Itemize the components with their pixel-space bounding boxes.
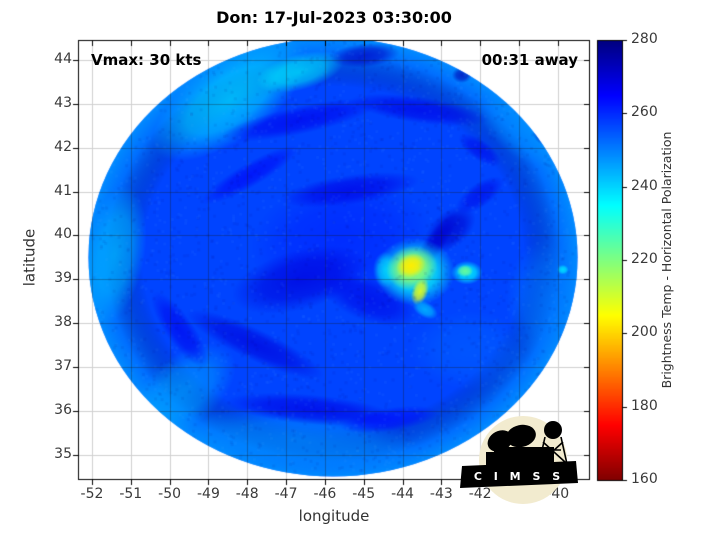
y-tick-label: 39 bbox=[28, 270, 72, 286]
plot-title: Don: 17-Jul-2023 03:30:00 bbox=[78, 8, 590, 27]
eta-annotation: 00:31 away bbox=[398, 51, 578, 69]
colorbar-tick-label: 280 bbox=[631, 31, 671, 47]
y-tick-label: 42 bbox=[28, 139, 72, 155]
tropical-storm-plot-figure: Don: 17-Jul-2023 03:30:00 Vmax: 30 kts 0… bbox=[0, 0, 720, 540]
y-tick-label: 37 bbox=[28, 358, 72, 374]
y-tick-label: 43 bbox=[28, 95, 72, 111]
x-tick-label: -42 bbox=[460, 486, 500, 502]
x-tick-label: -47 bbox=[266, 486, 306, 502]
x-tick-label: -46 bbox=[305, 486, 345, 502]
y-tick-label: 35 bbox=[28, 446, 72, 462]
y-tick-label: 41 bbox=[28, 183, 72, 199]
x-tick-label: -52 bbox=[72, 486, 112, 502]
x-tick-label: -44 bbox=[383, 486, 423, 502]
colorbar-tick-label: 180 bbox=[631, 398, 671, 414]
x-tick-label: -45 bbox=[344, 486, 384, 502]
colorbar-tick-label: 260 bbox=[631, 104, 671, 120]
x-tick-label: -40 bbox=[538, 486, 578, 502]
y-axis-label: latitude bbox=[21, 198, 38, 318]
satellite-brightness-temp-canvas bbox=[0, 0, 720, 540]
y-tick-label: 44 bbox=[28, 51, 72, 67]
colorbar-tick-label: 220 bbox=[631, 251, 671, 267]
x-tick-label: -41 bbox=[499, 486, 539, 502]
x-tick-label: -49 bbox=[188, 486, 228, 502]
colorbar-tick-label: 160 bbox=[631, 471, 671, 487]
x-tick-label: -48 bbox=[227, 486, 267, 502]
x-tick-label: -51 bbox=[111, 486, 151, 502]
x-tick-label: -43 bbox=[421, 486, 461, 502]
x-tick-label: -50 bbox=[150, 486, 190, 502]
y-tick-label: 38 bbox=[28, 314, 72, 330]
vmax-annotation: Vmax: 30 kts bbox=[91, 51, 201, 69]
y-tick-label: 40 bbox=[28, 226, 72, 242]
colorbar-tick-label: 240 bbox=[631, 178, 671, 194]
x-axis-label: longitude bbox=[78, 507, 590, 525]
colorbar-tick-label: 200 bbox=[631, 324, 671, 340]
y-tick-label: 36 bbox=[28, 402, 72, 418]
